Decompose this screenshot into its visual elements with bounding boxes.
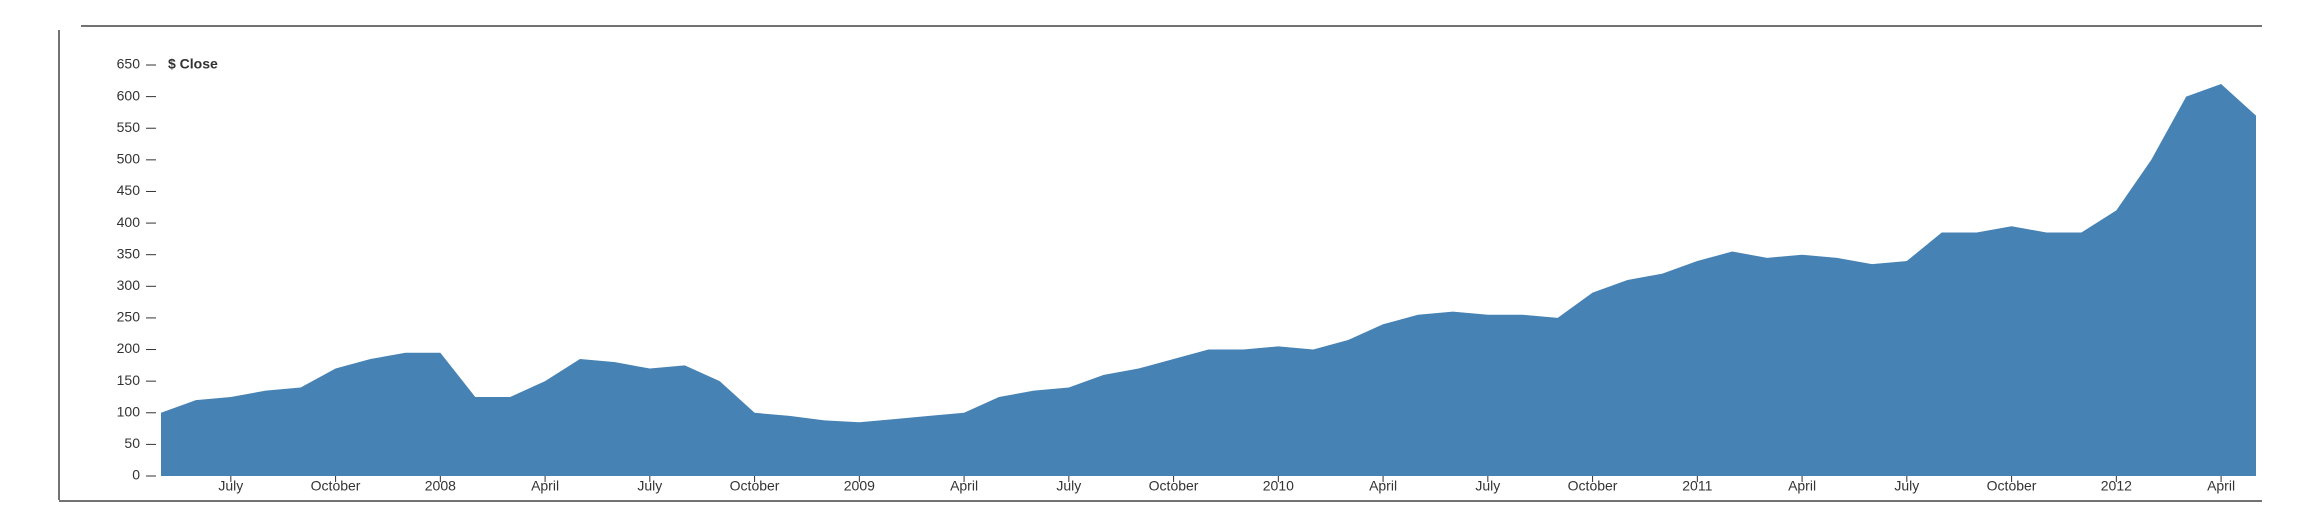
x-tick-label: October (311, 478, 361, 494)
x-tick-label: April (950, 478, 978, 494)
x-tick-label: 2009 (844, 478, 875, 494)
x-tick-label: October (1568, 478, 1618, 494)
x-tick-label: 2011 (1682, 478, 1712, 494)
y-tick-label: 300 (117, 277, 141, 293)
y-tick-label: 50 (124, 435, 140, 451)
x-tick-label: 2012 (2101, 478, 2132, 494)
y-tick-label: 100 (117, 403, 141, 419)
y-tick-label: 200 (117, 340, 141, 356)
area (161, 83, 2256, 476)
x-tick-label: October (730, 478, 780, 494)
x-tick-label: October (1987, 478, 2037, 494)
y-tick-label: 500 (117, 151, 141, 167)
y-tick-label: 250 (117, 309, 141, 325)
x-tick-label: July (1894, 478, 1919, 494)
x-tick-label: July (637, 478, 662, 494)
chart-title: $ Close (168, 56, 218, 72)
x-tick-label: 2010 (1263, 478, 1294, 494)
x-tick-label: October (1149, 478, 1199, 494)
x-tick-label: July (1475, 478, 1500, 494)
y-tick-label: 650 (117, 56, 141, 72)
y-tick-label: 0 (132, 467, 140, 483)
x-tick-label: 2008 (425, 478, 456, 494)
y-tick-label: 550 (117, 119, 141, 135)
x-tick-label: July (218, 478, 243, 494)
x-tick-label: July (1056, 478, 1081, 494)
x-tick-label: April (531, 478, 559, 494)
y-tick-label: 150 (117, 372, 141, 388)
y-tick-label: 450 (117, 182, 141, 198)
x-tick-label: April (1369, 478, 1397, 494)
y-tick-label: 350 (117, 245, 141, 261)
x-tick-label: April (1788, 478, 1816, 494)
y-tick-label: 600 (117, 87, 141, 103)
y-tick-label: 400 (117, 214, 141, 230)
x-tick-label: April (2207, 478, 2235, 494)
